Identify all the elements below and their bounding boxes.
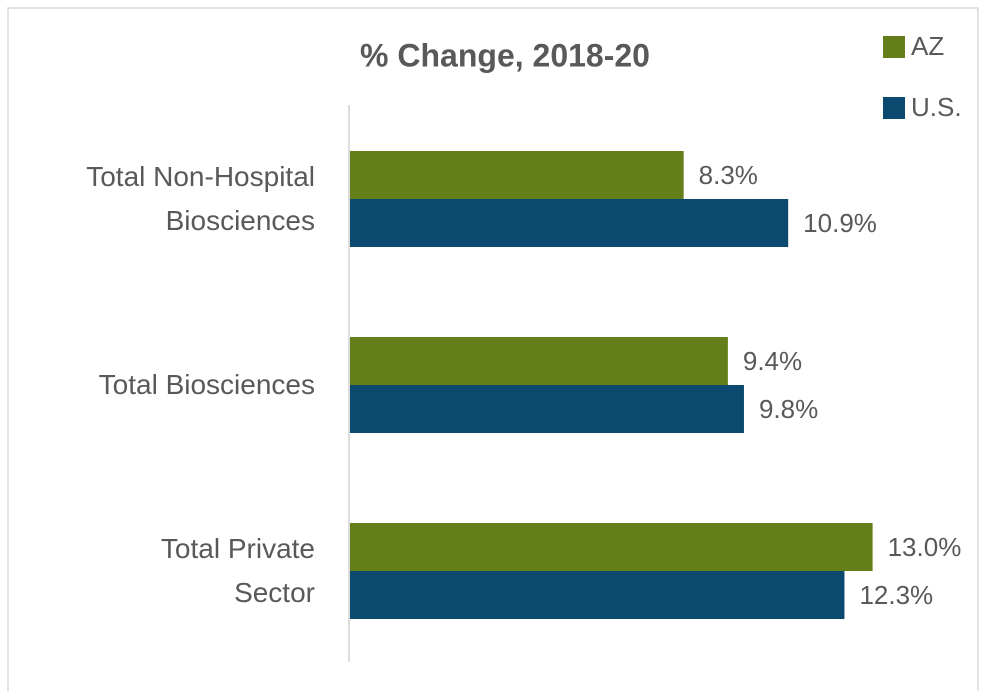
category-label: Total Biosciences: [98, 369, 315, 400]
bar: [350, 523, 873, 571]
data-label: 9.8%: [759, 394, 818, 424]
legend-swatch: [883, 97, 905, 119]
bar: [350, 151, 684, 199]
data-label: 10.9%: [803, 208, 877, 238]
bar: [350, 199, 789, 247]
category-label: Total Non-Hospital Biosciences: [86, 161, 315, 236]
legend-label: AZ: [911, 31, 944, 61]
legend-label: U.S.: [911, 92, 962, 122]
data-label: 13.0%: [888, 532, 962, 562]
data-label: 12.3%: [859, 580, 933, 610]
chart-title: % Change, 2018-20: [360, 37, 650, 73]
data-label: 8.3%: [699, 160, 758, 190]
category-label: Total Private Sector: [160, 533, 315, 608]
bar: [350, 571, 845, 619]
bar: [350, 385, 744, 433]
chart-border: [7, 7, 979, 691]
legend-swatch: [883, 36, 905, 58]
data-label: 9.4%: [743, 346, 802, 376]
bar: [350, 337, 728, 385]
